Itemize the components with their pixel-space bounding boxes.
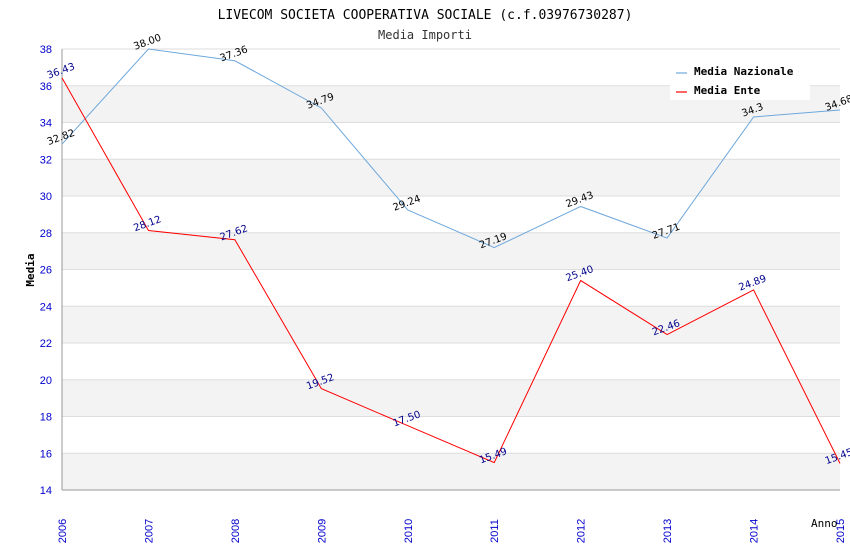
y-tick-label: 26 (40, 265, 52, 277)
y-tick-label: 28 (40, 228, 52, 240)
grid-band (62, 159, 840, 196)
series-lines (61, 48, 841, 464)
x-tick-label: 2008 (230, 519, 242, 543)
x-axis-label: Anno (811, 517, 838, 530)
y-tick-label: 32 (40, 154, 52, 166)
grid-band (62, 379, 840, 417)
y-tick-label: 24 (40, 301, 52, 313)
legend-label-media-nazionale: Media Nazionale (694, 65, 794, 78)
x-tick-label: 2007 (143, 519, 155, 543)
grid-band (62, 269, 840, 307)
series-line-media-nazionale (61, 48, 841, 249)
x-tick-label: 2013 (662, 519, 674, 543)
y-tick-labels: 14 16 18 20 22 24 26 28 30 32 34 36 38 (40, 44, 52, 497)
x-tick-label: 2014 (749, 519, 761, 543)
grid-band (62, 196, 840, 233)
grid-band (62, 416, 840, 454)
y-tick-label: 18 (40, 412, 52, 424)
grid-band (62, 306, 840, 343)
y-tick-label: 16 (40, 448, 52, 460)
series-line-media-ente (61, 77, 841, 464)
grid-band (62, 343, 840, 380)
x-tick-label: 2006 (57, 519, 69, 543)
grid-band (62, 122, 840, 160)
grid-band (62, 232, 840, 270)
y-tick-label: 30 (40, 191, 52, 203)
y-tick-label: 36 (40, 81, 52, 93)
grid-band (62, 453, 840, 490)
x-tick-label: 2010 (403, 519, 415, 543)
x-tick-label: 2009 (316, 519, 328, 543)
grid-bands (62, 49, 840, 490)
x-tick-label: 2015 (835, 519, 847, 543)
y-tick-label: 38 (40, 44, 52, 56)
legend-box (670, 60, 810, 100)
x-tick-labels: 2006 2007 2008 2009 2010 2011 2012 2013 2014 2015 (57, 519, 847, 543)
axes (61, 49, 840, 491)
y-tick-label: 34 (40, 118, 52, 130)
legend: Media Nazionale Media Ente (670, 60, 810, 100)
y-tick-label: 20 (40, 375, 52, 387)
y-tick-label: 22 (40, 338, 52, 350)
chart-title: LIVECOM SOCIETA COOPERATIVA SOCIALE (c.f… (218, 8, 633, 23)
y-axis-label: Media (24, 253, 37, 286)
x-tick-label: 2011 (489, 519, 501, 543)
legend-label-media-ente: Media Ente (694, 84, 761, 97)
y-tick-label: 14 (40, 485, 52, 497)
x-tick-label: 2012 (576, 519, 588, 543)
chart-subtitle: Media Importi (378, 28, 472, 42)
